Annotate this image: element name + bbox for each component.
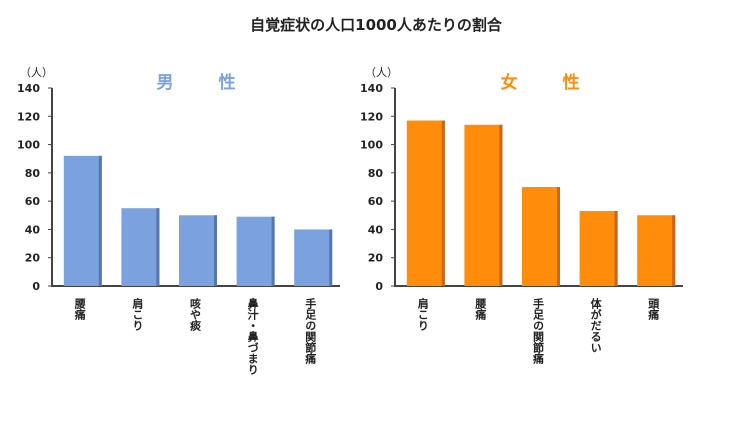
y-tick-label: 140 xyxy=(360,82,383,95)
bar-shade xyxy=(98,155,102,286)
y-tick-label: 0 xyxy=(32,280,40,293)
y-axis-unit: （人） xyxy=(365,66,398,79)
y-tick-label: 20 xyxy=(25,252,41,265)
bar xyxy=(236,216,275,286)
bar xyxy=(406,120,445,287)
y-tick-label: 100 xyxy=(360,139,383,152)
x-category-label: 腰痛 xyxy=(474,298,488,321)
bar-shade xyxy=(614,211,618,286)
bar xyxy=(464,124,503,287)
bar xyxy=(637,215,676,286)
bar xyxy=(63,155,102,286)
x-category-label: 鼻汁・鼻づまり xyxy=(246,297,259,375)
x-category-label: 咳や痰 xyxy=(189,297,202,332)
bar-shade xyxy=(557,187,560,286)
x-category-label: 肩こり xyxy=(131,297,144,331)
bar-shade xyxy=(271,216,275,286)
y-tick-label: 60 xyxy=(25,195,41,208)
x-category-label: 腰痛 xyxy=(73,298,87,321)
bar-shade xyxy=(499,124,503,287)
y-tick-label: 80 xyxy=(25,167,41,180)
bar-shade xyxy=(672,215,676,286)
y-tick-label: 60 xyxy=(368,195,384,208)
y-tick-label: 100 xyxy=(17,139,40,152)
y-tick-label: 0 xyxy=(375,280,383,293)
bar xyxy=(121,208,160,286)
y-tick-label: 40 xyxy=(25,223,41,236)
y-tick-label: 120 xyxy=(17,110,40,123)
bar-shade xyxy=(441,120,445,287)
y-tick-label: 120 xyxy=(360,110,383,123)
chart-title: 自覚症状の人口1000人あたりの割合 xyxy=(250,16,503,34)
panel-subtitle: 男 性 xyxy=(157,72,250,93)
bar-shade xyxy=(214,215,217,286)
x-category-label: 手足の関節痛 xyxy=(304,297,318,365)
bar-shade xyxy=(329,229,333,286)
x-category-label: 肩こり xyxy=(416,297,429,331)
bar xyxy=(294,229,333,286)
bar xyxy=(579,211,618,286)
bar xyxy=(522,187,560,286)
x-category-label: 頭痛 xyxy=(647,298,661,321)
y-axis-unit: （人） xyxy=(20,66,53,79)
y-tick-label: 140 xyxy=(17,82,40,95)
bar xyxy=(179,215,217,286)
y-tick-label: 20 xyxy=(368,252,384,265)
y-tick-label: 40 xyxy=(368,223,384,236)
x-category-label: 手足の関節痛 xyxy=(532,297,546,365)
bar-shade xyxy=(156,208,160,286)
y-tick-label: 80 xyxy=(368,167,384,180)
panel-subtitle: 女 性 xyxy=(501,72,594,93)
x-category-label: 体がだるい xyxy=(589,297,602,353)
